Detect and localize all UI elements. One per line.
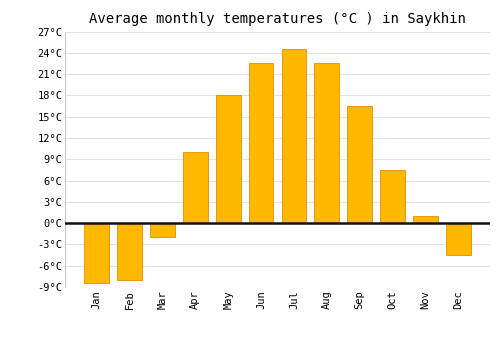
Bar (282, 49, 306, 223)
Bar (183, 152, 208, 223)
Bar (248, 63, 274, 223)
Bar (413, 216, 438, 223)
Bar (446, 223, 470, 255)
Bar (380, 170, 405, 223)
Bar (216, 95, 240, 223)
Bar (150, 223, 174, 237)
Bar (84, 223, 109, 284)
Bar (348, 106, 372, 223)
Bar (314, 63, 339, 223)
Bar (117, 223, 142, 280)
Title: Average monthly temperatures (°C ) in Saykhin: Average monthly temperatures (°C ) in Sa… (89, 12, 466, 26)
